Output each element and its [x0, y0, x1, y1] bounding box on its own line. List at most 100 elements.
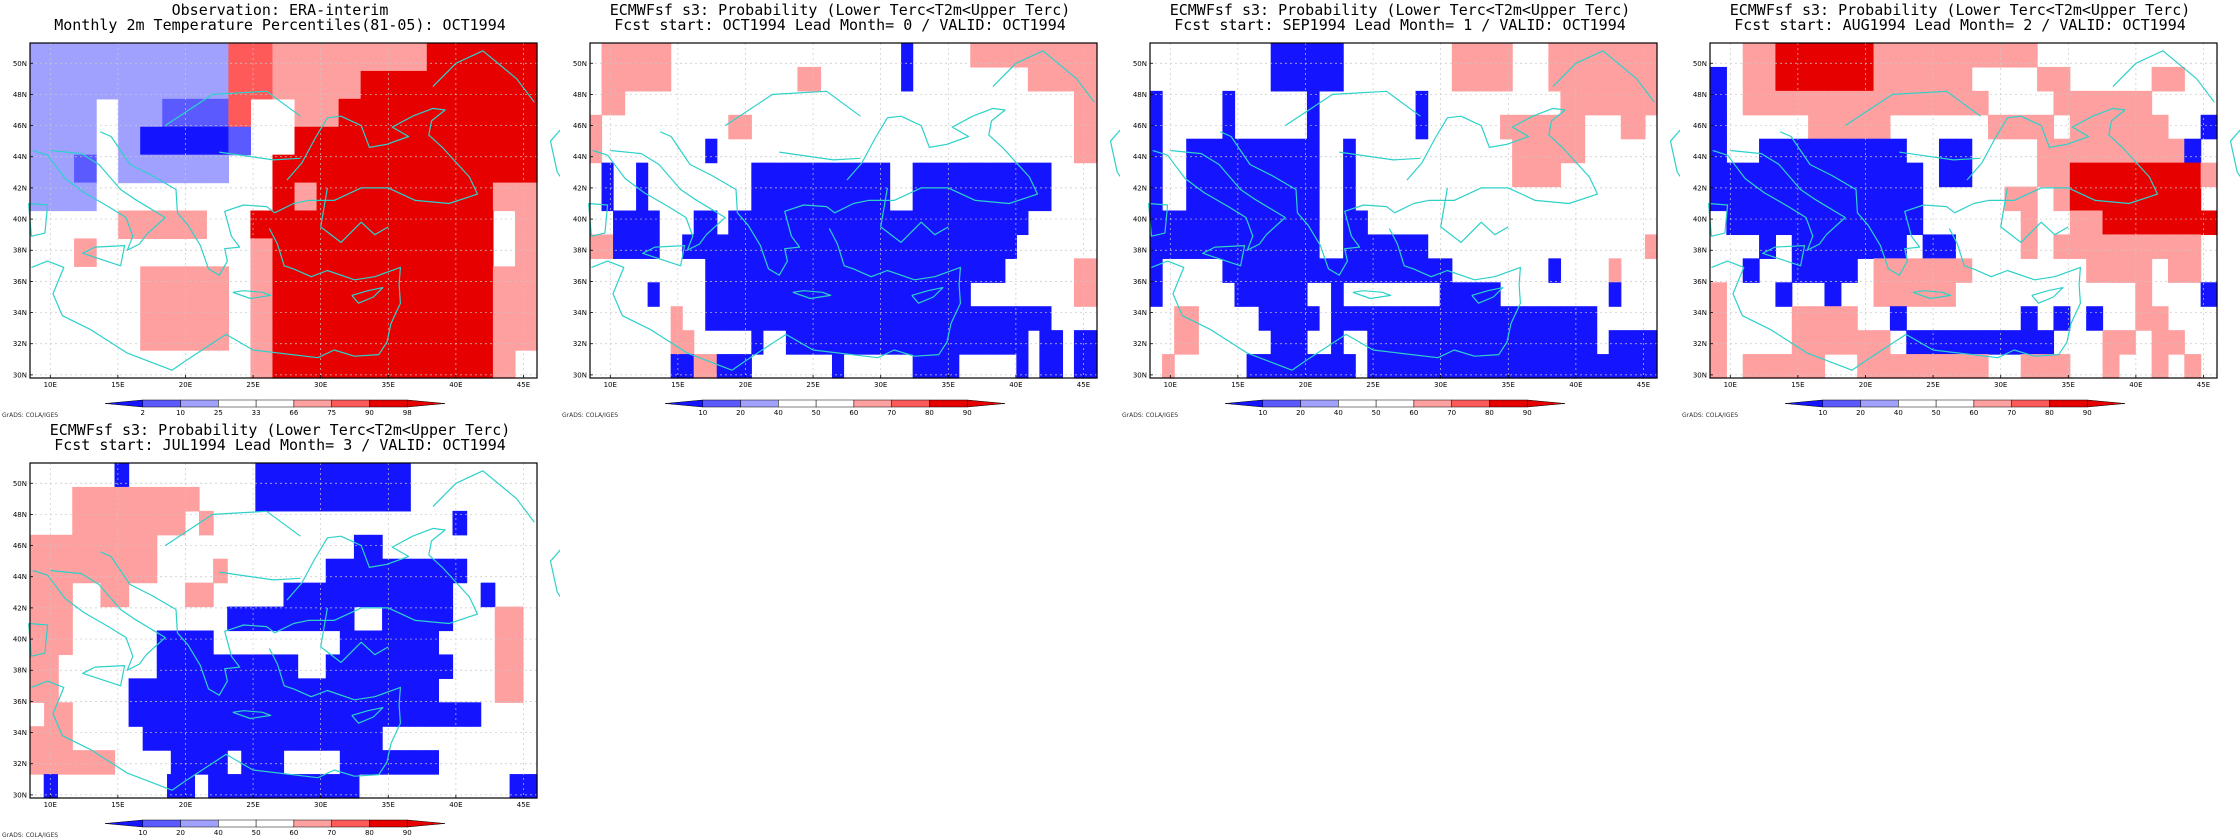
- grid-cell: [1027, 66, 1040, 92]
- grid-cell: [1922, 66, 1940, 92]
- grid-cell: [2118, 186, 2136, 212]
- grid-cell: [1955, 43, 1973, 68]
- grid-cell: [762, 234, 775, 259]
- grid-cell: [728, 210, 741, 236]
- grid-cell: [206, 154, 229, 184]
- grid-cell: [2167, 162, 2185, 188]
- grid-cell: [1085, 66, 1098, 92]
- grid-cell: [1282, 138, 1296, 164]
- coastline: [660, 131, 869, 276]
- grid-cell: [276, 774, 291, 799]
- grid-cell: [785, 306, 799, 331]
- grid-cell: [820, 234, 833, 259]
- grid-cell: [492, 43, 516, 72]
- grid-cell: [269, 678, 285, 703]
- grid-cell: [1889, 354, 1907, 379]
- grid-cell: [1524, 354, 1537, 379]
- grid-cell: [1906, 282, 1924, 307]
- grid-cell: [269, 486, 285, 512]
- colorbar-segment: [218, 819, 257, 828]
- lon-tick-label: 45E: [517, 801, 530, 809]
- grid-cell: [820, 162, 833, 188]
- grid-cell: [410, 750, 425, 775]
- grid-cell: [294, 210, 318, 240]
- coastline: [351, 287, 384, 304]
- grid-cell: [1536, 162, 1549, 188]
- grid-cell: [325, 654, 341, 679]
- grid-cell: [1620, 330, 1634, 355]
- grid-cell: [705, 306, 718, 331]
- grid-cell: [2184, 186, 2202, 212]
- grid-cell: [338, 70, 362, 100]
- grid-cell: [118, 43, 141, 72]
- grid-cell: [1632, 66, 1646, 92]
- grid-cell: [693, 354, 706, 379]
- grid-cell: [396, 678, 411, 703]
- grid-cell: [1039, 186, 1052, 212]
- grid-cell: [2004, 330, 2022, 355]
- grid-cell: [228, 98, 252, 128]
- colorbar-label: 90: [2083, 409, 2092, 417]
- grid-cell: [156, 630, 172, 656]
- cell-layer: [30, 463, 538, 799]
- grid-cell: [360, 266, 384, 295]
- grid-cell: [1222, 138, 1236, 164]
- grid-cell: [1791, 234, 1809, 259]
- grid-cell: [1775, 138, 1793, 164]
- coastline: [1109, 129, 1120, 178]
- colorbar-label: 70: [327, 829, 336, 837]
- grid-cell: [353, 486, 369, 512]
- panel-subtitle: Monthly 2m Temperature Percentiles(81-05…: [54, 16, 506, 34]
- grid-cell: [1742, 66, 1760, 92]
- grid-cell: [316, 322, 340, 351]
- grid-cell: [1560, 66, 1574, 92]
- coastline: [219, 571, 301, 581]
- grid-cell: [294, 98, 318, 128]
- grid-cell: [227, 606, 242, 632]
- grid-cell: [1451, 66, 1465, 92]
- grid-cell: [448, 238, 472, 267]
- grid-cell: [213, 702, 228, 727]
- grid-cell: [448, 70, 472, 100]
- grid-cell: [170, 486, 186, 512]
- grid-cell: [1922, 234, 1940, 259]
- grid-cell: [1270, 258, 1284, 283]
- grid-cell: [156, 702, 172, 727]
- grid-cell: [2135, 162, 2153, 188]
- grid-cell: [494, 678, 510, 703]
- grid-cell: [1198, 186, 1211, 212]
- grid-cell: [272, 294, 296, 323]
- grid-cell: [199, 582, 214, 608]
- grid-cell: [935, 258, 948, 283]
- panel-subtitle: Fcst start: AUG1994 Lead Month= 2 / VALI…: [1734, 16, 2186, 34]
- grid-cell: [1710, 114, 1727, 140]
- colorbar-segment: [255, 819, 295, 828]
- grid-cell: [855, 306, 868, 331]
- grid-cell: [1536, 354, 1549, 379]
- grid-cell: [647, 282, 660, 307]
- grid-cell: [339, 678, 355, 703]
- grid-cell: [255, 486, 271, 512]
- grid-cell: [294, 43, 318, 72]
- grid-cell: [716, 282, 729, 307]
- grid-cell: [30, 534, 45, 560]
- grid-cell: [1391, 306, 1405, 331]
- grid-cell: [492, 350, 516, 379]
- grid-cell: [1439, 306, 1453, 331]
- grid-cell: [1873, 43, 1891, 68]
- grid-cell: [1644, 234, 1658, 259]
- grid-cell: [2167, 258, 2185, 283]
- grid-cell: [601, 66, 614, 92]
- lat-tick-label: 46N: [1133, 122, 1147, 130]
- grid-cell: [424, 582, 440, 608]
- grid-cell: [452, 558, 468, 584]
- grid-cell: [1174, 306, 1187, 331]
- grid-cell: [74, 154, 97, 184]
- grid-cell: [140, 210, 163, 240]
- grid-cell: [1775, 354, 1793, 379]
- lat-tick-label: 36N: [13, 698, 27, 706]
- grid-cell: [2102, 162, 2120, 188]
- grid-cell: [1282, 234, 1296, 259]
- grid-cell: [785, 258, 799, 283]
- grid-cell: [140, 266, 163, 295]
